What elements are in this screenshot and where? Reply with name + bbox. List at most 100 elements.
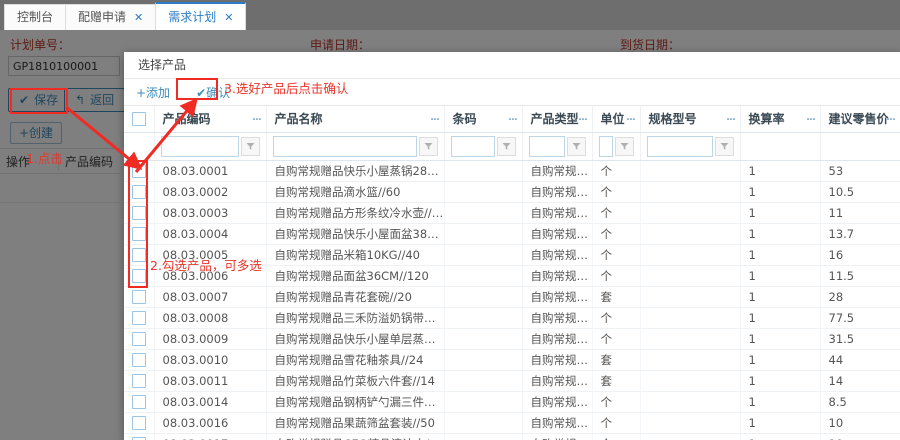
cell-type: 自购常规赠品	[522, 244, 593, 266]
cell-unit: 套	[592, 349, 641, 371]
row-checkbox[interactable]	[131, 184, 146, 199]
cell-type: 自购常规赠品	[522, 412, 593, 434]
table-row[interactable]: 08.03.0008自购常规赠品三禾防溢奶锅带蒸笼//16 自购常规赠品个 177.…	[124, 307, 900, 329]
column-menu-icon[interactable]: ⋮	[884, 113, 896, 124]
filter-icon[interactable]	[496, 136, 516, 156]
table-row[interactable]: 08.03.0001自购常规赠品快乐小屋蒸锅28CM//20 自购常规赠品个 153	[124, 160, 900, 182]
table-filter-row	[124, 132, 900, 161]
filter-icon[interactable]	[614, 136, 634, 156]
close-icon[interactable]: ✕	[224, 10, 234, 24]
column-menu-icon[interactable]: ⋮	[804, 113, 816, 124]
column-menu-icon[interactable]: ⋮	[250, 113, 262, 124]
filter-icon[interactable]	[714, 136, 734, 156]
row-checkbox[interactable]	[131, 373, 146, 388]
tab-gift-application[interactable]: 配赠申请 ✕	[65, 4, 157, 30]
dialog-title: 选择产品	[124, 52, 900, 79]
cell-spec	[640, 307, 741, 329]
filter-input-unit[interactable]	[598, 135, 613, 157]
row-checkbox[interactable]	[131, 205, 146, 220]
dialog-toolbar: +添加 ✔确认	[124, 79, 900, 106]
column-menu-icon[interactable]: ⋮	[624, 113, 636, 124]
confirm-button[interactable]: ✔确认	[196, 84, 230, 101]
cell-barcode	[444, 202, 523, 224]
row-checkbox[interactable]	[131, 226, 146, 241]
filter-input-name[interactable]	[272, 135, 417, 157]
column-header-ratio: 换算率 ⋮	[740, 106, 821, 133]
cell-code: 08.03.0008	[154, 307, 267, 329]
row-select-cell[interactable]	[124, 391, 155, 413]
tab-console[interactable]: 控制台	[4, 4, 67, 30]
row-checkbox[interactable]	[131, 289, 146, 304]
tab-demand-plan[interactable]: 需求计划 ✕	[155, 2, 247, 30]
row-checkbox[interactable]	[131, 415, 146, 430]
row-select-cell[interactable]	[124, 349, 155, 371]
column-menu-icon[interactable]: ⋮	[576, 113, 588, 124]
filter-cell-ratio	[740, 132, 821, 161]
filter-icon[interactable]	[418, 136, 438, 156]
row-checkbox[interactable]	[131, 247, 146, 262]
cell-ratio: 1	[740, 349, 821, 371]
annotation-step3: 3.选好产品后点击确认	[224, 81, 349, 96]
cell-barcode	[444, 307, 523, 329]
cell-barcode	[444, 412, 523, 434]
cell-price: 31.5	[820, 328, 900, 350]
row-select-cell[interactable]	[124, 328, 155, 350]
cell-ratio: 1	[740, 265, 821, 287]
cell-name: 自购常规赠品竹菜板六件套//14	[266, 370, 445, 392]
row-checkbox[interactable]	[131, 310, 146, 325]
confirm-button-label: 确认	[206, 85, 231, 100]
filter-input-spec[interactable]	[646, 135, 713, 157]
row-checkbox[interactable]	[131, 352, 146, 367]
cell-ratio: 1	[740, 223, 821, 245]
tab-label: 配赠申请	[78, 10, 127, 24]
cell-price: 13.7	[820, 223, 900, 245]
table-row[interactable]: 08.03.0017自购常规赠品CEO精品清洁巾//80 自购常规赠品个 110	[124, 433, 900, 440]
column-menu-icon[interactable]: ⋮	[428, 113, 440, 124]
filter-icon[interactable]	[240, 136, 260, 156]
filter-icon[interactable]	[566, 136, 586, 156]
select-all-header	[124, 106, 155, 133]
column-menu-icon[interactable]: ⋮	[506, 113, 518, 124]
cell-spec	[640, 349, 741, 371]
highlight-create-button	[10, 88, 68, 114]
row-checkbox[interactable]	[131, 394, 146, 409]
cell-barcode	[444, 160, 523, 182]
select-all-checkbox[interactable]	[131, 112, 146, 126]
table-row[interactable]: 08.03.0014自购常规赠品钢柄铲勺漏三件套套装//72 自购常规赠品个 18.…	[124, 391, 900, 413]
close-icon[interactable]: ✕	[134, 11, 144, 24]
annotation-step2: 2.勾选产品，可多选	[150, 258, 262, 273]
cell-price: 14	[820, 370, 900, 392]
row-checkbox[interactable]	[131, 331, 146, 346]
cell-spec	[640, 286, 741, 308]
cell-price: 11	[820, 202, 900, 224]
row-select-cell[interactable]	[124, 433, 155, 440]
row-checkbox[interactable]	[131, 436, 146, 440]
cell-type: 自购常规赠品	[522, 286, 593, 308]
row-select-cell[interactable]	[124, 370, 155, 392]
add-button[interactable]: +添加	[136, 85, 171, 100]
row-select-cell[interactable]	[124, 412, 155, 434]
cell-spec	[640, 181, 741, 203]
cell-type: 自购常规赠品	[522, 349, 593, 371]
column-header-label: 产品类型	[530, 112, 579, 127]
row-checkbox[interactable]	[131, 268, 146, 283]
row-select-cell[interactable]	[124, 307, 155, 329]
row-select-cell[interactable]	[124, 286, 155, 308]
cell-price: 44	[820, 349, 900, 371]
cell-name: 自购常规赠品果蔬筛盆套装//50	[266, 412, 445, 434]
filter-input-code[interactable]	[160, 135, 239, 157]
cell-spec	[640, 244, 741, 266]
filter-input-barcode[interactable]	[450, 135, 495, 157]
column-menu-icon[interactable]: ⋮	[724, 113, 736, 124]
filter-input-type[interactable]	[528, 135, 565, 157]
